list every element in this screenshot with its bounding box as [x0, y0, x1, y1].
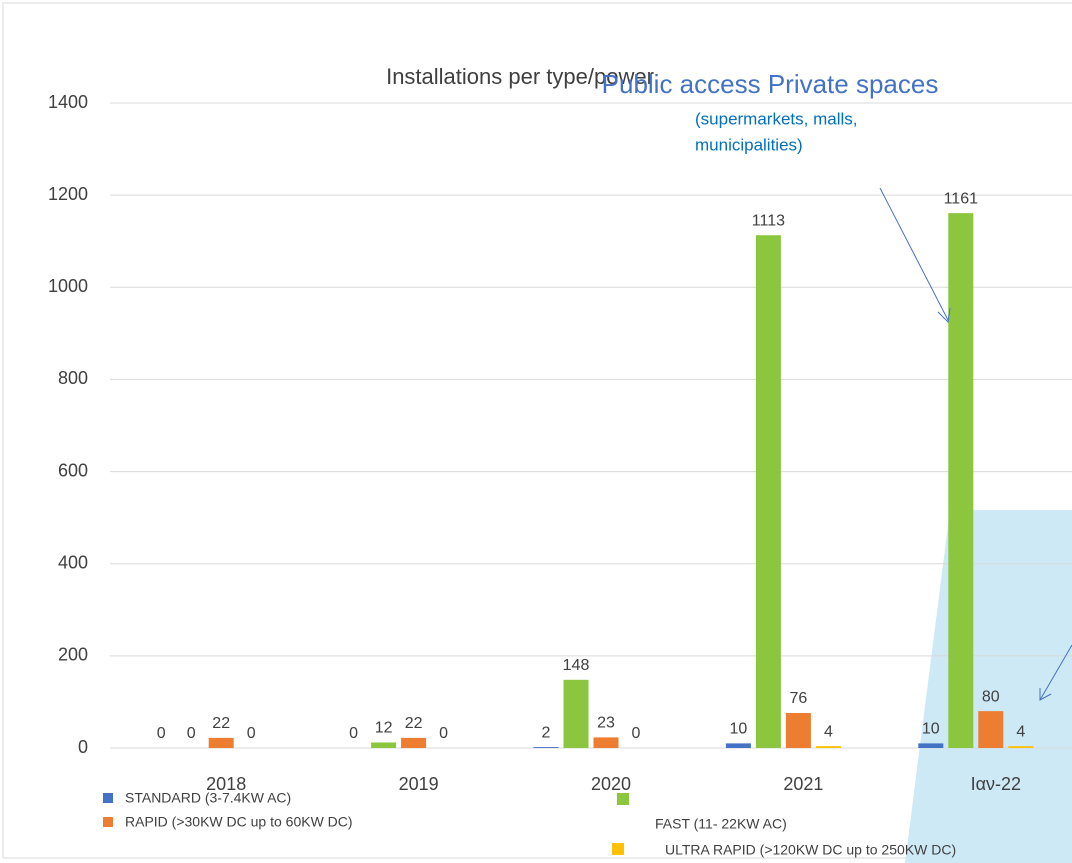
data-label: 12 — [375, 720, 393, 737]
x-tick-label: 2018 — [206, 774, 246, 794]
data-label: 0 — [349, 725, 358, 742]
y-tick-label: 400 — [58, 552, 88, 572]
bar — [918, 743, 944, 748]
x-tick-label: 2021 — [783, 774, 823, 794]
legend-swatch — [612, 843, 624, 855]
bar — [755, 235, 781, 749]
y-tick-label: 0 — [78, 737, 88, 757]
bar — [371, 742, 397, 748]
data-label: 76 — [790, 690, 808, 707]
y-tick-label: 600 — [58, 460, 88, 480]
data-label: 4 — [1016, 723, 1025, 740]
bar — [208, 737, 234, 748]
y-tick-label: 1200 — [48, 184, 88, 204]
y-tick-label: 800 — [58, 368, 88, 388]
data-label: 10 — [730, 721, 748, 738]
bar — [785, 712, 811, 748]
highlight-shape — [905, 510, 1072, 863]
arrow-head — [937, 307, 951, 324]
data-label: 23 — [597, 715, 615, 732]
bar — [563, 679, 589, 748]
arrow — [1039, 644, 1072, 701]
data-label: 0 — [632, 725, 641, 742]
data-label: 22 — [405, 715, 423, 732]
x-tick-label: 2020 — [591, 774, 631, 794]
y-tick-label: 1400 — [48, 92, 88, 112]
annotation: municipalities) — [695, 135, 803, 154]
annotation: Public access Private spaces — [602, 69, 939, 99]
data-label: 0 — [439, 725, 448, 742]
x-tick-label: 2019 — [399, 774, 439, 794]
data-label: 2 — [542, 724, 551, 741]
data-label: 1113 — [752, 212, 785, 229]
data-label: 0 — [187, 725, 196, 742]
y-tick-label: 1000 — [48, 276, 88, 296]
legend-label: RAPID (>30KW DC up to 60KW DC) — [125, 814, 353, 830]
data-label: 80 — [982, 688, 1000, 705]
legend-label: FAST (11- 22KW AC) — [655, 816, 787, 832]
data-label: 4 — [824, 723, 833, 740]
legend-label: STANDARD (3-7.4KW AC) — [125, 790, 291, 806]
data-label: 0 — [247, 725, 256, 742]
chart-title: Installations per type/power — [386, 64, 654, 89]
bar — [978, 711, 1004, 748]
data-label: 22 — [212, 715, 230, 732]
legend-swatch — [617, 793, 629, 805]
legend-swatch — [103, 793, 113, 803]
x-tick-label: Ιαν-22 — [971, 774, 1021, 794]
data-label: 0 — [157, 725, 166, 742]
bars: 2018 0 0 22 0 2019 0 12 22 0 2020 2 148 23 0 2021 10 1113… — [157, 190, 1034, 794]
bar — [401, 737, 427, 748]
data-label: 1161 — [944, 190, 979, 207]
bar — [533, 747, 559, 748]
bar — [815, 746, 841, 748]
bar — [593, 737, 619, 748]
bar — [948, 213, 974, 748]
data-label: 10 — [922, 721, 940, 738]
bar — [725, 743, 751, 748]
arrow-head — [1039, 688, 1052, 701]
annotation: (supermarkets, malls, — [695, 109, 857, 128]
legend: STANDARD (3-7.4KW AC) RAPID (>30KW DC up… — [103, 790, 956, 858]
bar — [1008, 746, 1034, 748]
legend-label: ULTRA RAPID (>120KW DC up to 250KW DC) — [665, 842, 956, 858]
y-tick-label: 200 — [58, 645, 88, 665]
data-label: 148 — [563, 657, 590, 674]
legend-swatch — [103, 817, 113, 827]
arrow — [879, 187, 949, 321]
